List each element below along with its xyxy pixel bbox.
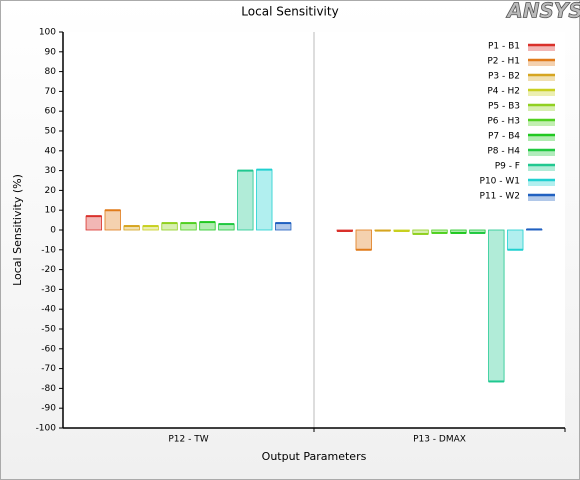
- y-tick-label: 70: [45, 87, 57, 97]
- y-tick-label: 100: [39, 28, 56, 38]
- bar: [85, 215, 102, 231]
- y-tick-label: -60: [41, 344, 56, 354]
- y-tick-label: -20: [41, 265, 56, 275]
- legend-swatch: [528, 120, 555, 126]
- bar: [180, 222, 197, 231]
- y-tick-label: -40: [41, 305, 56, 315]
- y-tick-label: 20: [45, 186, 57, 196]
- chart-title: Local Sensitivity: [241, 5, 338, 19]
- bar: [256, 169, 273, 231]
- y-tick-label: -50: [41, 325, 56, 335]
- y-tick-label: 10: [45, 206, 57, 216]
- y-tick-label: 40: [45, 146, 57, 156]
- y-tick-label: -100: [36, 424, 57, 434]
- logo: ANSYS: [505, 0, 580, 23]
- y-tick-label: 30: [45, 166, 57, 176]
- legend-swatch: [528, 180, 555, 186]
- y-tick-label: -10: [41, 245, 56, 255]
- legend-swatch: [528, 90, 555, 96]
- legend-swatch: [528, 135, 555, 141]
- legend-label: P9 - F: [495, 162, 520, 172]
- legend-label: P3 - B2: [488, 72, 520, 82]
- legend-swatch: [528, 75, 555, 81]
- bar: [488, 229, 505, 382]
- x-tick-label: P13 - DMAX: [413, 435, 466, 445]
- bar: [161, 222, 178, 231]
- legend-label: P8 - H4: [487, 147, 520, 157]
- legend-label: P7 - B4: [488, 132, 520, 142]
- x-tick-label: P12 - TW: [168, 435, 208, 445]
- y-tick-label: -90: [41, 404, 56, 414]
- legend-label: P6 - H3: [487, 117, 520, 127]
- bar: [237, 170, 254, 231]
- legend-swatch: [528, 105, 555, 111]
- legend-label: P5 - B3: [488, 102, 520, 112]
- legend-swatch: [528, 165, 555, 171]
- x-axis-title: Output Parameters: [262, 450, 367, 463]
- y-tick-label: 50: [45, 127, 57, 137]
- bar: [355, 229, 372, 251]
- legend-swatch: [528, 195, 555, 201]
- y-tick-label: -80: [41, 384, 56, 394]
- bar: [199, 221, 216, 231]
- y-tick-label: -70: [41, 364, 56, 374]
- legend-swatch: [528, 45, 555, 51]
- y-tick-label: 60: [45, 107, 57, 117]
- bar: [275, 222, 292, 231]
- y-axis-title: Local Sensitivity (%): [11, 174, 24, 286]
- bar: [507, 229, 524, 251]
- legend-swatch: [528, 150, 555, 156]
- legend-swatch: [528, 60, 555, 66]
- legend-label: P10 - W1: [480, 177, 520, 187]
- y-tick-label: 90: [45, 47, 57, 57]
- legend-label: P11 - W2: [480, 192, 520, 202]
- bar: [104, 209, 121, 231]
- legend-label: P2 - H1: [487, 57, 520, 67]
- y-tick-label: -30: [41, 285, 56, 295]
- legend-label: P4 - H2: [487, 87, 520, 97]
- y-tick-label: 80: [45, 67, 57, 77]
- legend-label: P1 - B1: [488, 42, 520, 52]
- y-tick-label: 0: [50, 226, 56, 236]
